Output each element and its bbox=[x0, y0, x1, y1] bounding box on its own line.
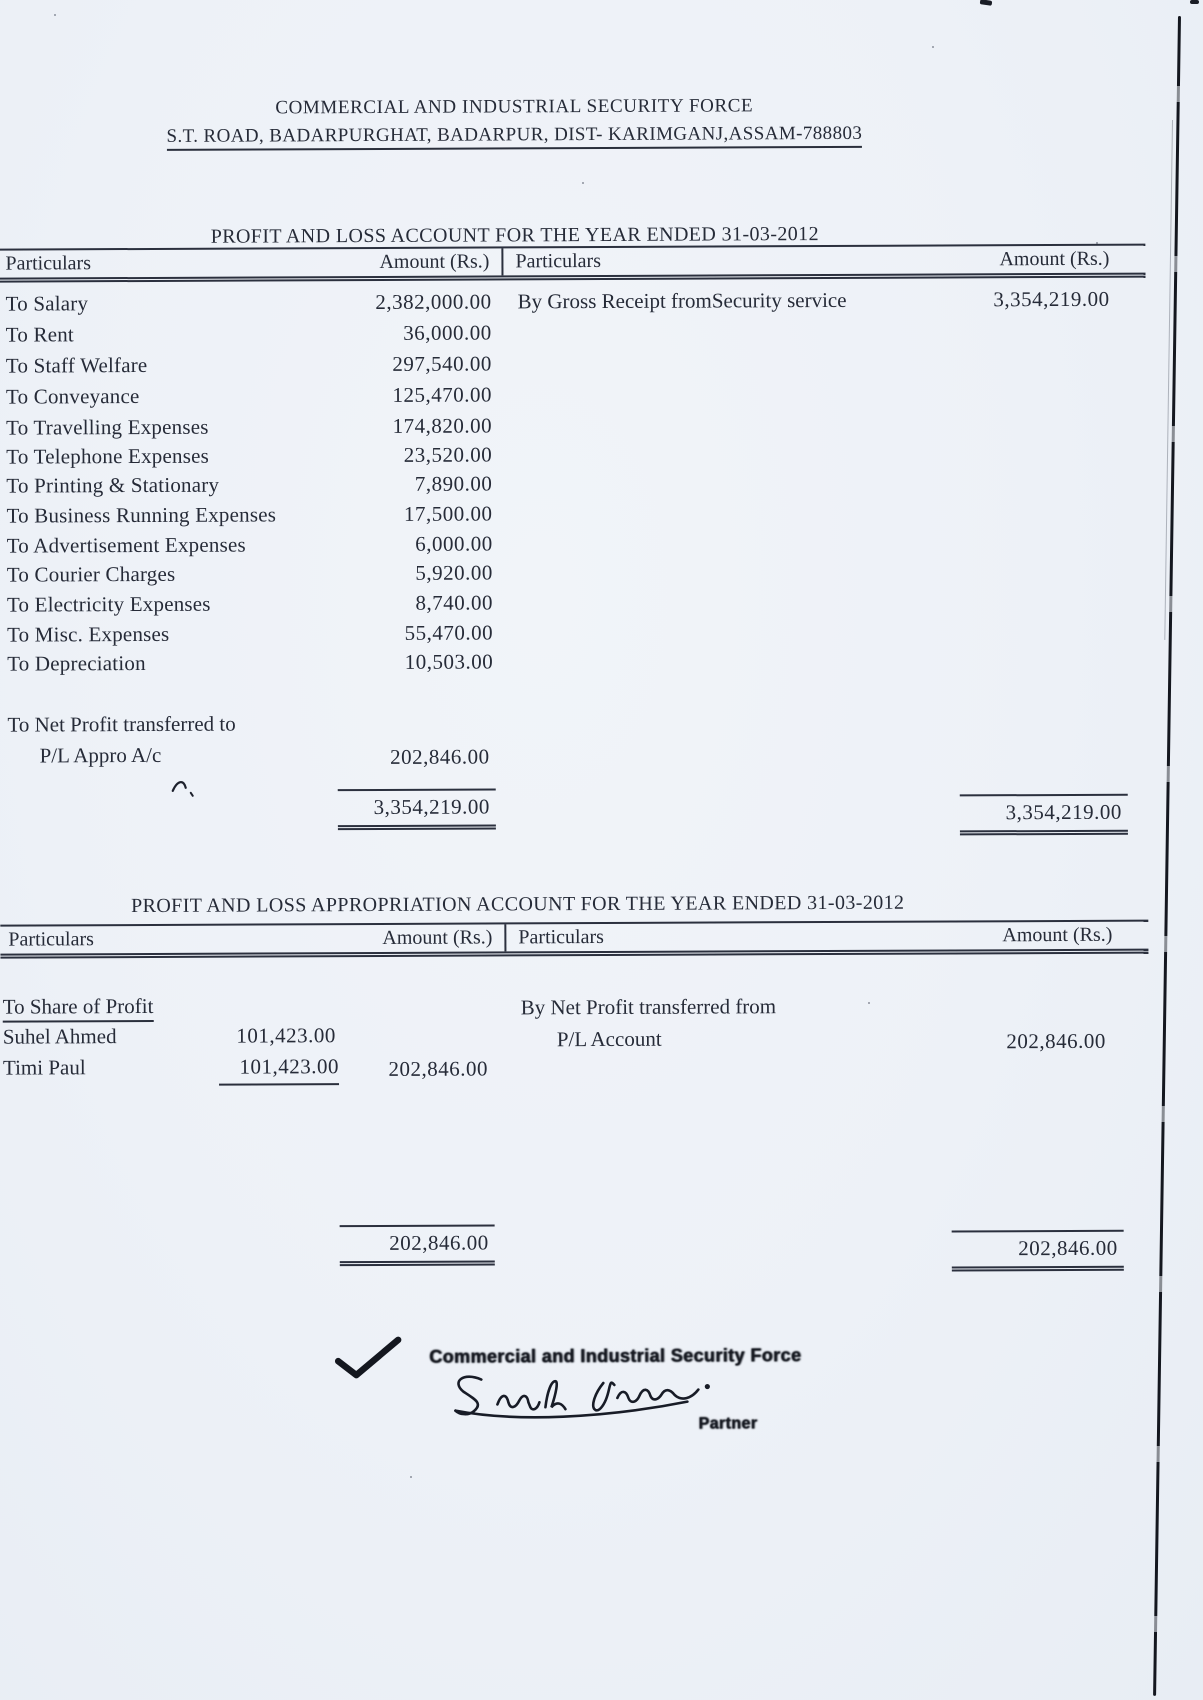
row-amount: 10,503.00 bbox=[404, 649, 494, 674]
partner-name: Timi Paul bbox=[2, 1055, 86, 1080]
partner-row: Timi Paul bbox=[3, 1055, 86, 1080]
row-label: To Travelling Expenses bbox=[6, 414, 209, 440]
row-label: To Misc. Expenses bbox=[7, 621, 170, 647]
pl-total-credit: 3,354,219.00 bbox=[959, 793, 1128, 836]
row-label: To Business Running Expenses bbox=[6, 502, 277, 528]
row-amount: 5,920.00 bbox=[415, 560, 493, 585]
pl-total-debit: 3,354,219.00 bbox=[337, 788, 496, 831]
row-label: To Printing & Stationary bbox=[6, 472, 220, 498]
row-label: To Advertisement Expenses bbox=[6, 532, 246, 558]
row-amount: 3,354,219.00 bbox=[993, 286, 1110, 312]
appropriation-total-credit: 202,846.00 bbox=[951, 1229, 1124, 1272]
pl-header-left-particulars: Particulars bbox=[5, 252, 92, 275]
share-of-profit-heading: To Share of Profit bbox=[2, 993, 154, 1023]
appropriation-header-right-particulars: Particulars bbox=[518, 925, 604, 949]
scan-speck bbox=[932, 46, 934, 48]
row-label: To Depreciation bbox=[7, 650, 146, 676]
appropriation-header-left-amount: Amount (Rs.) bbox=[382, 926, 493, 949]
row-label: To Rent bbox=[5, 322, 74, 347]
row-amount: 7,890.00 bbox=[414, 471, 493, 496]
row-amount: 297,540.00 bbox=[392, 351, 492, 376]
row-amount: 6,000.00 bbox=[415, 531, 493, 556]
net-profit-line2: P/L Appro A/c bbox=[39, 742, 162, 768]
table-row: By Gross Receipt fromSecurity service 3,… bbox=[518, 287, 1110, 315]
scan-speck bbox=[868, 1002, 870, 1004]
scan-speck bbox=[1096, 242, 1098, 244]
table-row: To Courier Charges 5,920.00 bbox=[7, 560, 493, 587]
row-label: To Salary bbox=[5, 291, 89, 316]
pl-header-left: Particulars Amount (Rs.) bbox=[0, 248, 504, 278]
table-row: To Telephone Expenses 23,520.00 bbox=[6, 442, 492, 469]
appropriation-title: PROFIT AND LOSS APPROPRIATION ACCOUNT FO… bbox=[131, 891, 905, 918]
appropriation-credit-line1: By Net Profit transferred from bbox=[520, 994, 777, 1020]
pl-table-header: Particulars Amount (Rs.) Particulars Amo… bbox=[0, 243, 1146, 283]
partner-name: Suhel Ahmed bbox=[2, 1024, 117, 1049]
table-row: To Electricity Expenses 8,740.00 bbox=[7, 590, 493, 617]
pen-mark-icon bbox=[171, 781, 194, 797]
appropriation-header-left-particulars: Particulars bbox=[8, 928, 94, 951]
net-profit-amount: 202,846.00 bbox=[390, 744, 490, 769]
table-row: To Business Running Expenses 17,500.00 bbox=[6, 501, 492, 528]
signature-handwriting bbox=[454, 1375, 710, 1419]
appropriation-total-debit: 202,846.00 bbox=[339, 1224, 495, 1267]
pl-header-right-particulars: Particulars bbox=[515, 249, 602, 273]
appropriation-credit-amount: 202,846.00 bbox=[1006, 1028, 1106, 1054]
table-row: To Misc. Expenses 55,470.00 bbox=[7, 620, 493, 647]
organization-address-text: S.T. ROAD, BADARPURGHAT, BADARPUR, DIST-… bbox=[166, 122, 863, 151]
organization-address: S.T. ROAD, BADARPURGHAT, BADARPUR, DIST-… bbox=[0, 122, 1032, 151]
checkmark-icon bbox=[334, 1336, 402, 1379]
table-row: To Rent 36,000.00 bbox=[6, 320, 492, 347]
row-label: By Gross Receipt fromSecurity service bbox=[517, 287, 847, 314]
appropriation-header-left: Particulars Amount (Rs.) bbox=[0, 924, 507, 954]
scan-speck bbox=[54, 14, 56, 16]
table-row: To Salary 2,382,000.00 bbox=[6, 289, 492, 316]
row-label: To Electricity Expenses bbox=[6, 591, 211, 617]
table-row: To Conveyance 125,470.00 bbox=[6, 382, 492, 409]
partner-amount: 101,423.00 bbox=[236, 1023, 336, 1048]
table-row: To Advertisement Expenses 6,000.00 bbox=[7, 531, 493, 558]
scan-artifact-dash bbox=[1190, 0, 1199, 4]
row-amount: 23,520.00 bbox=[403, 442, 493, 467]
pl-header-left-amount: Amount (Rs.) bbox=[379, 250, 490, 273]
row-amount: 174,820.00 bbox=[392, 413, 493, 438]
organization-name: COMMERCIAL AND INDUSTRIAL SECURITY FORCE bbox=[275, 95, 754, 119]
pl-header-right-amount: Amount (Rs.) bbox=[999, 247, 1110, 271]
row-amount: 17,500.00 bbox=[403, 501, 493, 526]
partner-amount: 101,423.00 bbox=[218, 1054, 340, 1086]
share-of-profit-text: To Share of Profit bbox=[2, 993, 154, 1023]
appropriation-table-header: Particulars Amount (Rs.) Particulars Amo… bbox=[0, 919, 1149, 959]
row-amount: 36,000.00 bbox=[403, 320, 492, 345]
row-label: To Staff Welfare bbox=[5, 352, 148, 378]
appropriation-header-right-amount: Amount (Rs.) bbox=[1002, 923, 1113, 947]
net-profit-line1: To Net Profit transferred to bbox=[7, 711, 236, 737]
row-amount: 55,470.00 bbox=[404, 620, 494, 645]
partners-total: 202,846.00 bbox=[388, 1056, 489, 1081]
row-amount: 2,382,000.00 bbox=[375, 289, 492, 314]
pl-header-right: Particulars Amount (Rs.) bbox=[503, 246, 1145, 276]
partner-row: Suhel Ahmed bbox=[3, 1024, 117, 1049]
row-label: To Courier Charges bbox=[6, 561, 176, 587]
appropriation-credit-line2: P/L Account bbox=[556, 1026, 662, 1052]
row-amount: 125,470.00 bbox=[392, 382, 493, 407]
table-row: To Travelling Expenses 174,820.00 bbox=[6, 413, 492, 440]
partner-designation-stamp: Partner bbox=[698, 1414, 758, 1433]
scan-speck bbox=[582, 182, 584, 184]
row-label: To Conveyance bbox=[5, 384, 140, 409]
row-label: To Telephone Expenses bbox=[6, 443, 209, 469]
signature-period-dot bbox=[704, 1383, 710, 1390]
table-row: To Printing & Stationary 7,890.00 bbox=[6, 471, 492, 498]
appropriation-header-right: Particulars Amount (Rs.) bbox=[506, 922, 1148, 952]
table-row: To Depreciation 10,503.00 bbox=[7, 649, 493, 676]
table-row: To Staff Welfare 297,540.00 bbox=[6, 351, 492, 378]
scan-speck bbox=[410, 1476, 412, 1478]
row-amount: 8,740.00 bbox=[415, 590, 493, 615]
company-stamp: Commercial and Industrial Security Force bbox=[429, 1344, 802, 1368]
